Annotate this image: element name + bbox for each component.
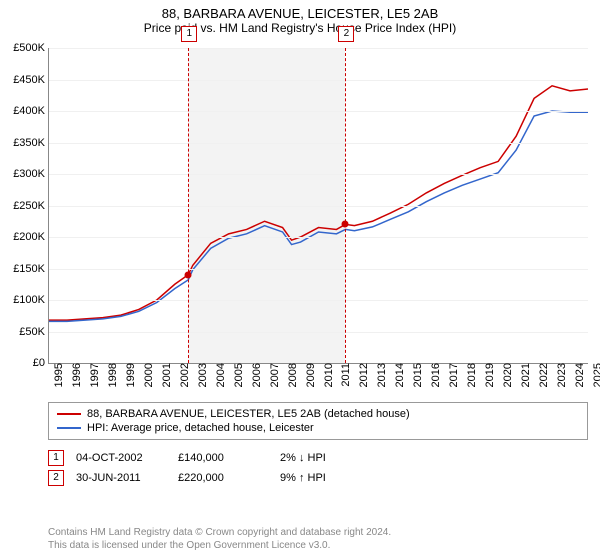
x-axis-label: 2015 [408, 363, 424, 387]
sale-delta: 9% ↑ HPI [280, 472, 370, 484]
x-axis-label: 2018 [462, 363, 478, 387]
plot-area: £0£50K£100K£150K£200K£250K£300K£350K£400… [48, 48, 588, 364]
x-axis-label: 2025 [588, 363, 600, 387]
x-axis-label: 2002 [175, 363, 191, 387]
x-axis-label: 1996 [67, 363, 83, 387]
sale-delta: 2% ↓ HPI [280, 452, 370, 464]
sale-marker-icon: 2 [48, 470, 64, 486]
y-axis-label: £200K [13, 231, 49, 243]
x-axis-label: 2000 [139, 363, 155, 387]
sale-dot-icon [342, 221, 349, 228]
sale-date: 04-OCT-2002 [76, 452, 166, 464]
legend-label: HPI: Average price, detached house, Leic… [87, 422, 314, 434]
x-axis-label: 2005 [229, 363, 245, 387]
x-axis-label: 2008 [283, 363, 299, 387]
x-axis-label: 2022 [534, 363, 550, 387]
legend-box: 88, BARBARA AVENUE, LEICESTER, LE5 2AB (… [48, 402, 588, 440]
x-axis-label: 1999 [121, 363, 137, 387]
y-axis-label: £300K [13, 168, 49, 180]
y-axis-label: £150K [13, 263, 49, 275]
x-axis-label: 2009 [301, 363, 317, 387]
sale-dot-icon [185, 271, 192, 278]
sale-marker-icon: 1 [181, 26, 197, 42]
y-axis-label: £400K [13, 105, 49, 117]
x-axis-label: 2007 [265, 363, 281, 387]
x-axis-label: 2020 [498, 363, 514, 387]
y-axis-label: £50K [19, 326, 49, 338]
sale-marker-icon: 1 [48, 450, 64, 466]
legend-swatch-icon [57, 427, 81, 429]
x-axis-label: 2003 [193, 363, 209, 387]
x-axis-label: 2024 [570, 363, 586, 387]
sale-marker-icon: 2 [338, 26, 354, 42]
x-axis-label: 2006 [247, 363, 263, 387]
x-axis-label: 2004 [211, 363, 227, 387]
sale-row: 1 04-OCT-2002 £140,000 2% ↓ HPI [48, 448, 588, 468]
x-axis-label: 2014 [390, 363, 406, 387]
x-axis-label: 2001 [157, 363, 173, 387]
y-axis-label: £350K [13, 137, 49, 149]
sales-table: 1 04-OCT-2002 £140,000 2% ↓ HPI 2 30-JUN… [48, 448, 588, 488]
chart-title: 88, BARBARA AVENUE, LEICESTER, LE5 2AB [0, 0, 600, 21]
y-axis-label: £250K [13, 200, 49, 212]
y-axis-label: £100K [13, 294, 49, 306]
x-axis-label: 2023 [552, 363, 568, 387]
y-axis-label: £0 [33, 357, 49, 369]
x-axis-label: 2021 [516, 363, 532, 387]
x-axis-label: 2019 [480, 363, 496, 387]
sale-price: £220,000 [178, 472, 268, 484]
legend-item: 88, BARBARA AVENUE, LEICESTER, LE5 2AB (… [57, 407, 579, 421]
x-axis-label: 2013 [372, 363, 388, 387]
x-axis-label: 1997 [85, 363, 101, 387]
legend-swatch-icon [57, 413, 81, 415]
x-axis-label: 1998 [103, 363, 119, 387]
sale-dashline [345, 48, 346, 363]
x-axis-label: 1995 [49, 363, 65, 387]
x-axis-label: 2010 [319, 363, 335, 387]
x-axis-label: 2011 [336, 363, 352, 387]
x-axis-label: 2012 [354, 363, 370, 387]
sale-price: £140,000 [178, 452, 268, 464]
x-axis-label: 2016 [426, 363, 442, 387]
x-axis-label: 2017 [444, 363, 460, 387]
y-axis-label: £500K [13, 42, 49, 54]
sale-row: 2 30-JUN-2011 £220,000 9% ↑ HPI [48, 468, 588, 488]
chart-subtitle: Price paid vs. HM Land Registry's House … [0, 21, 600, 41]
legend-item: HPI: Average price, detached house, Leic… [57, 421, 579, 435]
legend-label: 88, BARBARA AVENUE, LEICESTER, LE5 2AB (… [87, 408, 410, 420]
chart-area: £0£50K£100K£150K£200K£250K£300K£350K£400… [48, 48, 588, 392]
sale-date: 30-JUN-2011 [76, 472, 166, 484]
y-axis-label: £450K [13, 74, 49, 86]
footer-note: Contains HM Land Registry data © Crown c… [48, 526, 588, 552]
sale-dashline [188, 48, 189, 363]
